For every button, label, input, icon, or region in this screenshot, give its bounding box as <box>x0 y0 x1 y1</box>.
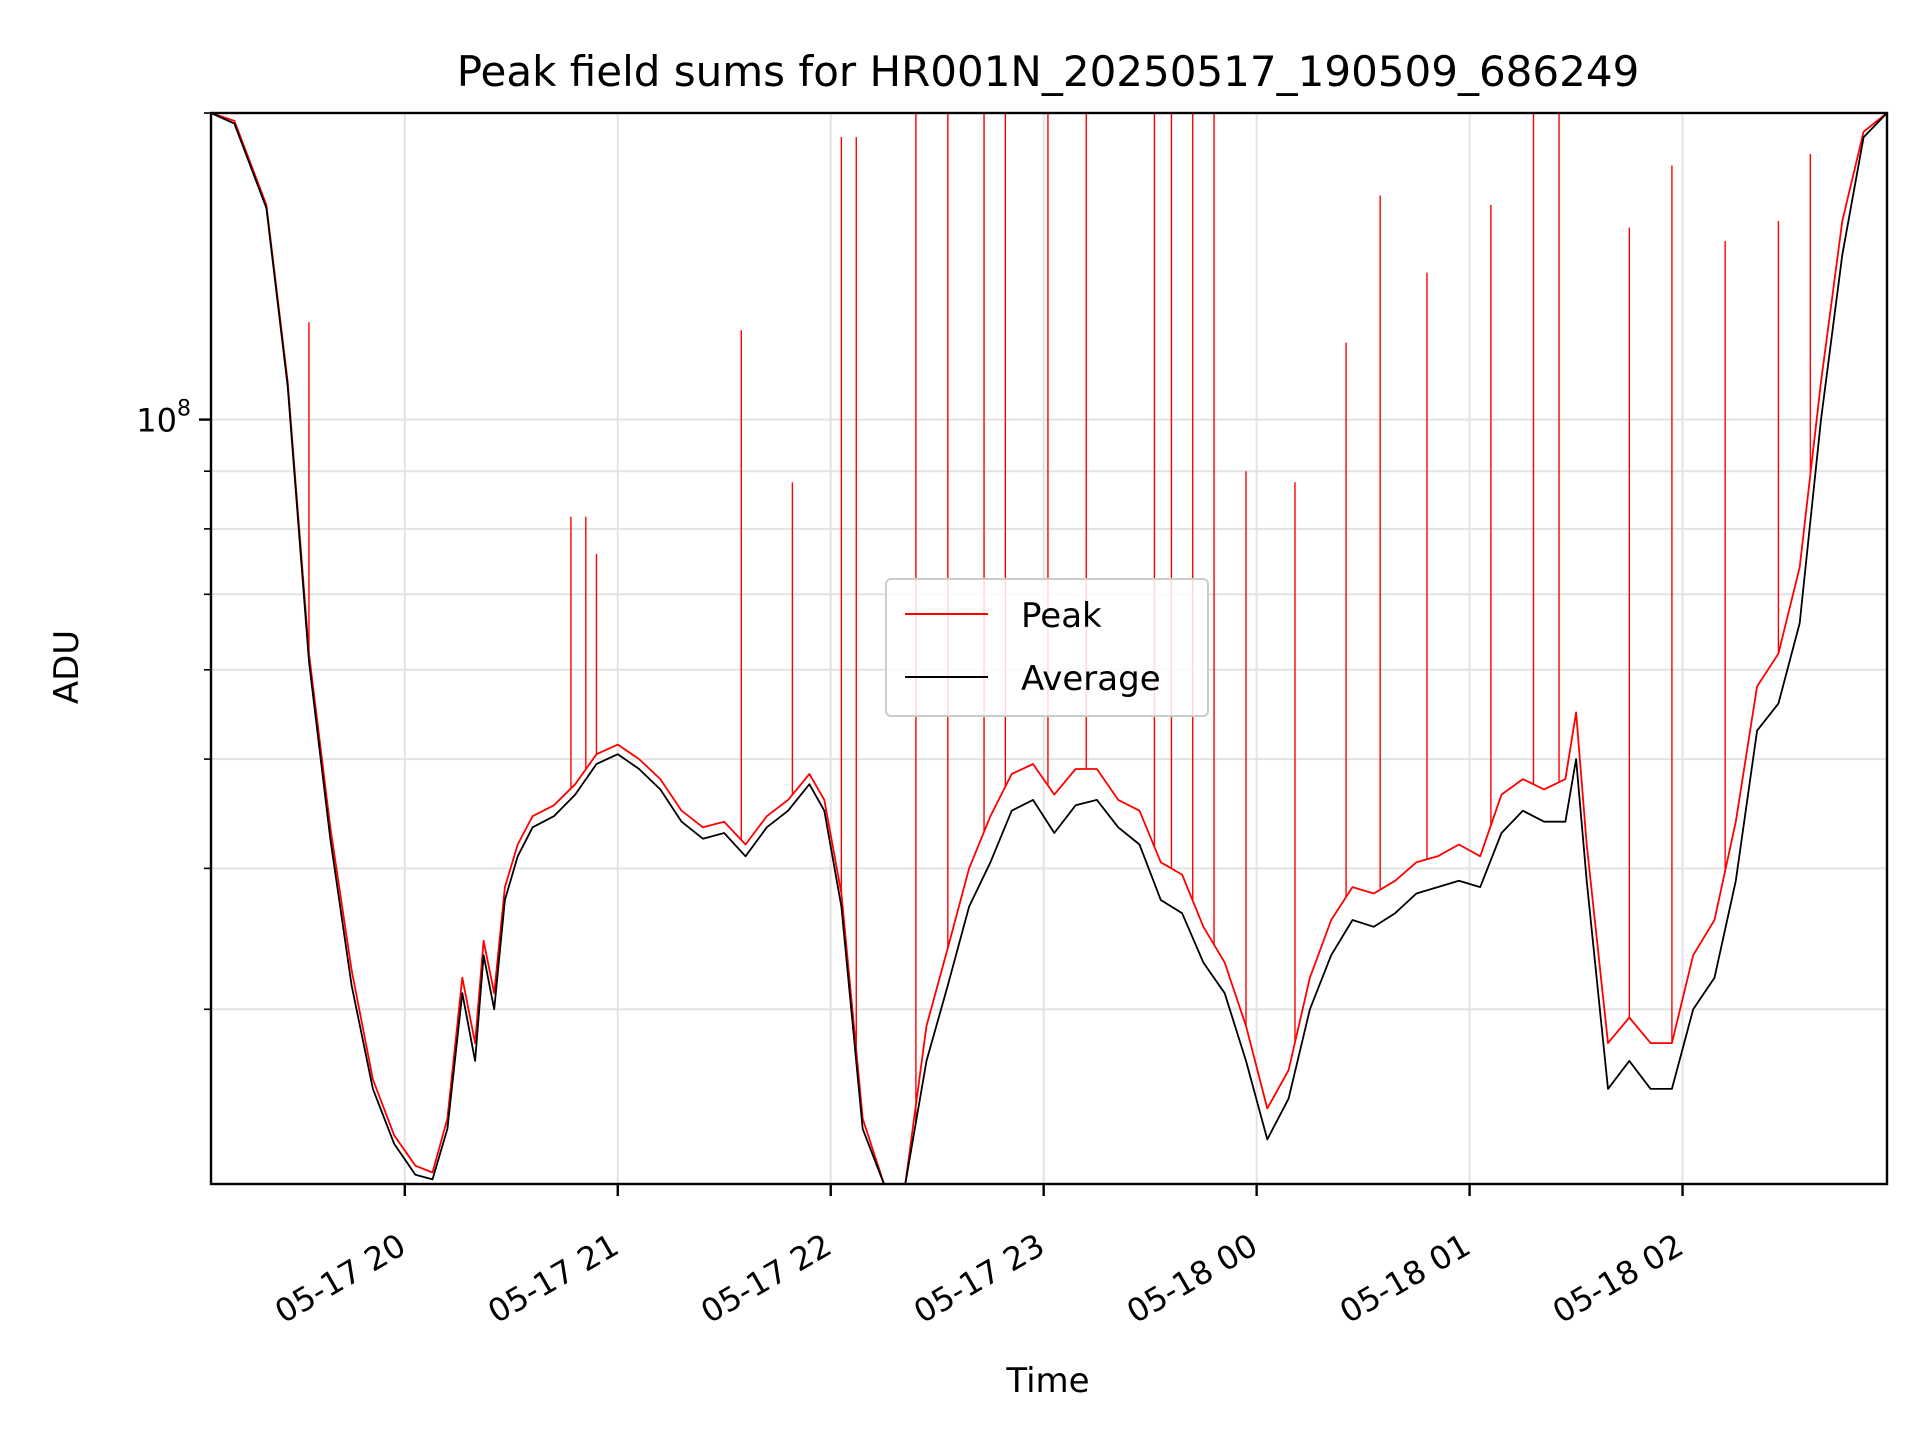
legend: Peak Average <box>885 578 1209 717</box>
series-lines <box>210 112 1888 1185</box>
y-tick-label: 108 <box>136 397 191 440</box>
y-axis-label: ADU <box>47 630 87 704</box>
y-tick-label-exponent: 8 <box>177 397 191 422</box>
series-peak <box>210 112 1888 1185</box>
grid-lines <box>211 112 1887 1184</box>
legend-label-average: Average <box>1021 659 1161 699</box>
y-tick-label-base: 10 <box>136 402 177 440</box>
series-average <box>210 112 1888 1185</box>
legend-label-peak: Peak <box>1021 596 1102 636</box>
series-line-average <box>210 112 1888 1185</box>
chart-title: Peak field sums for HR001N_20250517_1905… <box>457 47 1640 96</box>
series-line-peak <box>210 112 1888 1185</box>
axes-frame <box>209 111 1889 1186</box>
y-axis: 108 <box>136 112 211 1011</box>
plot-area <box>209 111 1889 1186</box>
x-axis-label: Time <box>1005 1361 1089 1401</box>
